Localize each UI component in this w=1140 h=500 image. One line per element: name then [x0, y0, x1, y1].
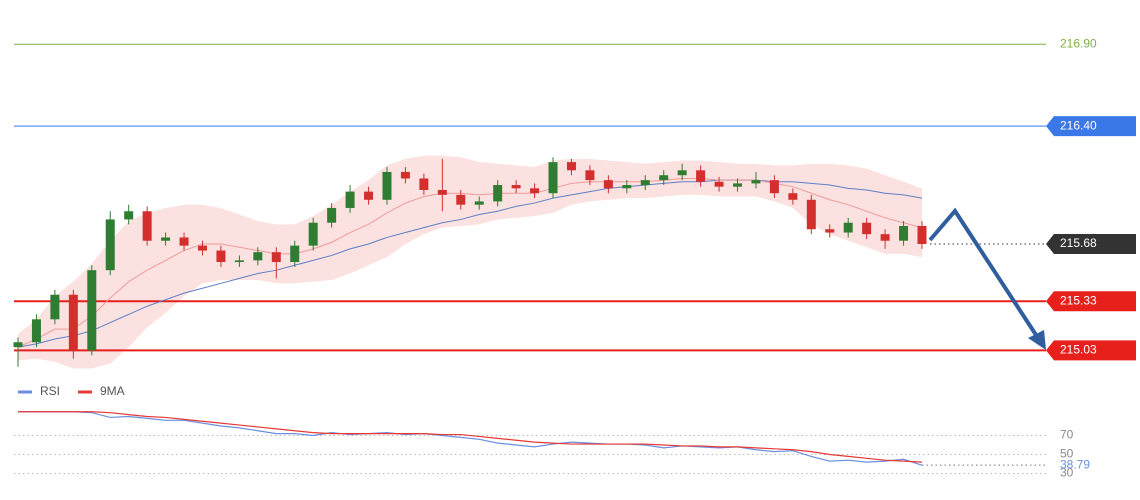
candle-body — [474, 201, 484, 205]
candle-body — [843, 222, 853, 233]
series-line — [18, 411, 923, 463]
candle-body — [364, 191, 374, 200]
level-label-box — [1046, 340, 1136, 361]
candle-body — [142, 211, 152, 241]
candle-body — [31, 319, 41, 343]
candle-body — [640, 180, 650, 186]
y-tick-label: 30 — [1060, 466, 1074, 480]
candle-body — [511, 185, 521, 189]
level-label: 215.03 — [1060, 343, 1097, 357]
candle-body — [530, 188, 540, 194]
candle-body — [917, 225, 927, 244]
candle-body — [382, 171, 392, 200]
level-label-box — [1046, 233, 1136, 254]
candle-body — [622, 185, 632, 189]
candle-body — [696, 170, 706, 182]
candle-body — [566, 162, 576, 171]
candle-body — [437, 189, 447, 195]
level-label-box — [1046, 116, 1136, 137]
candle-body — [806, 199, 816, 230]
candle-body — [161, 237, 171, 241]
candle-body — [216, 250, 226, 263]
candle-body — [179, 237, 189, 246]
candle-body — [493, 185, 503, 202]
legend-label: RSI — [40, 384, 60, 398]
candle-body — [733, 183, 743, 187]
candle-body — [677, 170, 687, 176]
y-tick-label: 50 — [1060, 447, 1074, 461]
candle-body — [769, 180, 779, 194]
rsi-pane: 70 50 30 RSI 9MA 38.79 — [14, 384, 1090, 480]
candle-body — [880, 234, 890, 241]
candle-body — [400, 171, 410, 179]
legend-label: 9MA — [100, 384, 125, 398]
candle-body — [456, 194, 466, 205]
candle-body — [13, 342, 23, 348]
candle-body — [585, 170, 595, 181]
candle-body — [659, 175, 669, 181]
level-label: 215.68 — [1060, 236, 1097, 250]
candle-body — [899, 225, 909, 241]
forecast-arrow — [928, 207, 1040, 340]
bollinger-band — [18, 155, 922, 369]
candle-body — [788, 193, 798, 200]
candle-body — [751, 180, 761, 184]
candle-body — [124, 211, 134, 220]
candle-body — [197, 245, 207, 251]
level-label-box — [1046, 291, 1136, 312]
last-value-label: 38.79 — [1060, 457, 1090, 471]
level-label: 216.40 — [1060, 118, 1097, 132]
candle-body — [419, 178, 429, 190]
candle-body — [825, 229, 835, 233]
candle-body — [327, 207, 337, 223]
series-line — [18, 411, 923, 466]
candle-body — [603, 180, 613, 189]
level-label: 215.33 — [1060, 293, 1097, 307]
candle-body — [862, 222, 872, 235]
candle-body — [308, 222, 318, 246]
candle-body — [548, 162, 558, 194]
candle-body — [271, 252, 281, 263]
candle-body — [87, 270, 97, 351]
y-tick-label: 70 — [1060, 428, 1074, 442]
level-label: 216.90 — [1060, 36, 1097, 50]
candle-body — [253, 252, 263, 261]
price-pane: 216.90 216.40 215.68 215.33 215.03 — [13, 36, 1136, 369]
candle-body — [345, 191, 355, 208]
candle-body — [714, 181, 724, 187]
candle-body — [234, 260, 244, 263]
candle-body — [290, 245, 300, 263]
candle-body — [68, 294, 78, 351]
candle-body — [105, 219, 115, 271]
candle-body — [50, 294, 60, 320]
arrow-head — [1028, 330, 1046, 350]
